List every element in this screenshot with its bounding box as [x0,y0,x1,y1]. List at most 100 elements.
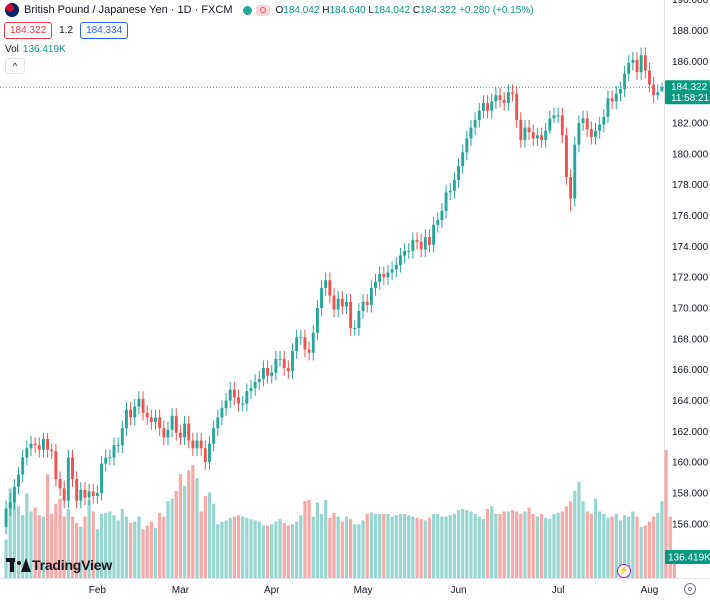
market-status-icon[interactable] [242,5,252,15]
volume-bar [182,485,187,578]
candle-body [560,115,564,136]
last-price-value: 184.322 [671,82,708,93]
volume-bar [41,516,46,578]
candle-body [336,298,340,310]
chevron-up-icon[interactable]: ^ [5,58,25,74]
volume-bar [274,521,278,578]
volume-bar [207,492,212,578]
tradingview-logo[interactable]: TradingView [6,557,112,573]
candle-body [565,135,568,177]
volume-bar [560,511,564,578]
volume-bar [477,516,481,578]
volume-bar [672,552,676,578]
lightning-icon[interactable]: ⚡ [617,564,631,578]
volume-bar [62,516,66,578]
volume-bar [614,514,618,578]
volume-bar [419,519,423,578]
candle-body [577,123,581,145]
candle-body [154,417,157,423]
y-tick-label: 166.000 [672,365,709,376]
candle-body [635,59,639,73]
volume-bar [652,516,656,578]
candle-body [481,102,485,111]
y-tick-label: 182.000 [672,119,709,130]
volume-bar [444,516,448,578]
volume-bar [627,516,631,578]
candle-body [17,474,20,487]
volume-bar [203,496,207,578]
volume-bar [315,502,320,578]
candle-body [407,250,411,252]
candle-body [261,368,265,379]
volume-bar [610,516,614,578]
candle-body [569,176,573,199]
candle-body [141,398,145,413]
sell-button[interactable]: 184.322 [4,22,53,39]
change-value: +0.280 (+0.15%) [459,4,534,16]
high-label: H [322,4,330,16]
candle-body [21,457,25,475]
gear-icon[interactable] [684,583,696,595]
x-tick-label: Mar [172,585,190,596]
candle-body [656,92,660,96]
volume-bar [647,521,652,578]
candle-body [274,358,278,373]
volume-bar [423,520,427,578]
volume-bar [598,511,602,578]
candle-body [610,98,614,102]
volume-bar [481,519,486,578]
volume-bar [432,514,436,578]
volume-bar [664,450,668,578]
candle-body [598,124,602,131]
buy-button[interactable]: 184.334 [80,22,129,39]
candle-body [448,190,452,193]
open-label: O [275,4,284,16]
volume-bar [643,525,647,578]
volume-bar [344,516,349,578]
volume-bar [340,521,344,578]
volume-bar [622,515,627,578]
volume-bar [278,519,282,578]
visibility-toggle-icon[interactable] [255,4,270,16]
y-tick-label: 162.000 [672,427,709,438]
volume-bar [265,525,270,578]
volume-bar [577,482,581,578]
candle-body [37,445,41,450]
candle-body [328,280,332,296]
spread-value: 1.2 [59,25,74,36]
volume-bar [402,514,407,578]
candle-body [378,274,382,282]
candle-body [270,372,274,376]
candle-body [170,415,174,430]
volume-bar [373,514,378,578]
candle-body [145,412,149,418]
x-tick-label: Jun [450,585,466,596]
candle-body [83,489,87,498]
candle-body [535,135,539,139]
volume-bar [398,514,403,578]
logo-text: TradingView [32,557,113,573]
volume-bar [539,514,544,578]
candle-body [490,101,494,111]
x-tick-label: May [354,585,373,596]
candle-body [349,301,353,329]
candle-body [237,397,240,404]
volume-bar [519,514,523,578]
volume-bar [639,526,643,578]
y-tick-label: 170.000 [672,303,709,314]
close-value: 184.322 [420,4,457,16]
volume-bar [656,512,660,578]
candle-body [29,443,33,449]
time-axis[interactable]: FebMarAprMayJunJulAugSep [89,585,710,596]
y-tick-label: 160.000 [672,458,709,469]
volume-bar [394,515,398,578]
volume-bar [75,522,79,578]
candle-body [444,192,448,211]
candle-body [116,445,120,447]
candle-body [648,70,651,85]
volume-bar [128,522,133,578]
symbol-title[interactable]: British Pound / Japanese Yen · 1D · FXCM [24,4,233,16]
candle-body [386,272,390,278]
y-tick-label: 172.000 [672,273,709,284]
